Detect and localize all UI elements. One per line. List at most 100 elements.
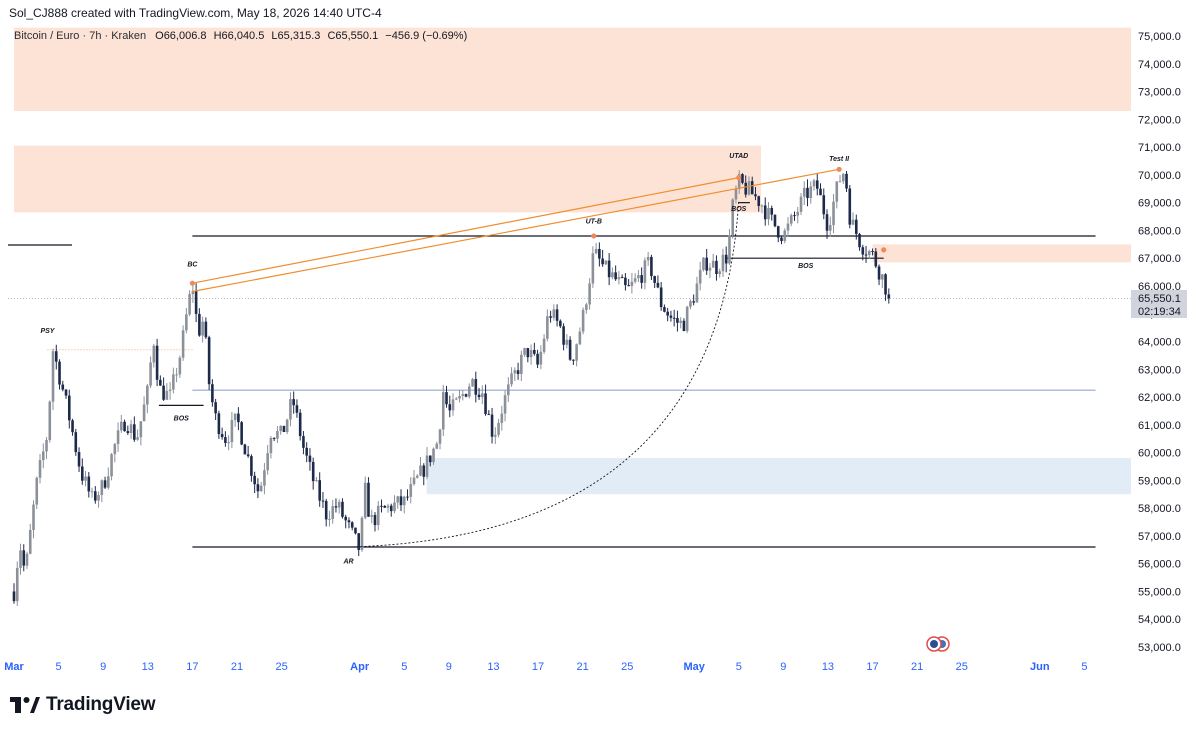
price-tick-label: 63,000.0: [1138, 364, 1181, 376]
candle-body: [136, 437, 139, 440]
candle-body: [172, 374, 175, 390]
candle-body: [881, 274, 884, 280]
candle-body: [637, 275, 640, 279]
candle-body: [650, 256, 653, 277]
event-flags-icon[interactable]: [925, 636, 951, 652]
candle-body: [441, 392, 445, 430]
candle-body: [744, 182, 748, 195]
price-tick-label: 60,000.0: [1138, 448, 1181, 460]
price-tick-label: 68,000.0: [1138, 225, 1181, 237]
candle-body: [464, 394, 468, 397]
candle-body: [646, 256, 650, 261]
candle-body: [572, 359, 575, 361]
candle-body: [87, 476, 91, 492]
time-axis[interactable]: Mar 5 9 13 17 21 25 Apr 5 9 13 17 21 25 May 5 9 13 17 21 25 J…: [4, 661, 1087, 673]
candle-body: [718, 271, 722, 275]
candle-body: [786, 223, 790, 231]
candle-body: [796, 211, 800, 216]
pivot-marker: [736, 175, 742, 181]
trendline: [192, 168, 840, 293]
candle-body: [887, 294, 891, 299]
candle-body: [344, 516, 348, 521]
candle-body: [373, 515, 377, 526]
candle-body: [741, 174, 744, 183]
candle-body: [578, 331, 582, 345]
candle-body: [240, 422, 243, 445]
wyckoff-label: BOS: [798, 263, 814, 270]
candle-body: [253, 475, 256, 485]
chart-credit: Sol_CJ888 created with TradingView.com, …: [9, 6, 382, 20]
candle-body: [448, 404, 452, 411]
candle-body: [549, 316, 552, 318]
tradingview-logo[interactable]: TradingView: [10, 694, 156, 716]
candle-body: [877, 266, 881, 280]
candle-body: [467, 386, 471, 397]
candle-body: [201, 321, 204, 336]
candle-body: [666, 311, 669, 316]
last-price-tag-bg: [1131, 290, 1187, 318]
tradingview-logo-text: TradingView: [46, 694, 156, 715]
candle-body: [194, 291, 198, 314]
candle-body: [679, 320, 682, 323]
wyckoff-label: UT-B: [586, 218, 602, 225]
candle-body: [539, 351, 543, 365]
candle-body: [230, 420, 234, 443]
price-tick-label: 59,000.0: [1138, 475, 1181, 487]
candle-body: [162, 385, 165, 400]
low-value: 65,315.3: [277, 30, 321, 42]
candle-body: [737, 174, 741, 190]
candle-body: [67, 395, 71, 421]
candle-body: [41, 451, 45, 461]
candle-body: [854, 219, 858, 234]
candle-body: [845, 173, 848, 189]
candle-body: [422, 465, 426, 477]
candle-body: [48, 401, 52, 441]
date-tick-label: 25: [956, 661, 968, 673]
candle-body: [494, 434, 497, 437]
candle-body: [279, 425, 282, 431]
candle-body: [90, 491, 94, 493]
candle-body: [113, 444, 117, 455]
wyckoff-label: BOS: [731, 206, 747, 213]
candle-body: [565, 339, 569, 345]
price-tick-label: 71,000.0: [1138, 142, 1181, 154]
candle-body: [198, 313, 201, 336]
candle-body: [292, 399, 295, 406]
candle-body: [402, 496, 406, 506]
candle-body: [620, 277, 624, 279]
date-tick-label: 21: [911, 661, 923, 673]
candle-body: [789, 215, 793, 224]
candle-body: [546, 316, 549, 339]
candle-body: [477, 394, 481, 398]
candle-body: [45, 440, 48, 452]
candle-body: [864, 254, 868, 256]
candle-body: [64, 389, 68, 396]
candle-body: [211, 384, 214, 403]
candle-body: [458, 395, 461, 399]
candle-body: [711, 260, 715, 268]
date-tick-label: 9: [780, 661, 786, 673]
candle-body: [630, 281, 634, 287]
symbol-name[interactable]: Bitcoin / Euro · 7h · Kraken: [14, 30, 147, 42]
price-axis[interactable]: 75,000.0 74,000.0 73,000.0 72,000.0 71,000.0…: [1138, 31, 1181, 654]
candle-body: [828, 225, 832, 231]
candle-body: [415, 475, 419, 478]
candle-body: [331, 506, 335, 519]
candle-body: [321, 500, 325, 502]
candle-body: [536, 353, 539, 365]
candle-body: [207, 337, 211, 385]
candle-body: [659, 287, 663, 308]
candle-body: [474, 379, 478, 395]
candle-body: [815, 180, 819, 189]
price-tick-label: 57,000.0: [1138, 531, 1181, 543]
price-change: −456.9 (−0.69%): [385, 30, 468, 42]
candle-body: [529, 350, 533, 358]
pivot-marker: [591, 233, 597, 239]
price-tick-label: 70,000.0: [1138, 170, 1181, 182]
candle-body: [731, 199, 735, 236]
candle-body: [71, 420, 74, 433]
date-tick-label: 9: [100, 661, 106, 673]
candle-body: [809, 186, 813, 198]
candle-body: [386, 505, 390, 508]
